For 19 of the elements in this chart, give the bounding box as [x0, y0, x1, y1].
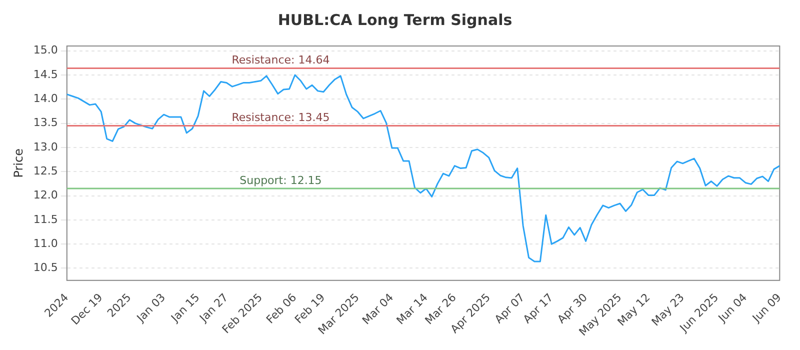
- ref-line-label: Resistance: 13.45: [232, 111, 330, 124]
- x-tick-label: Jan 03: [134, 290, 168, 326]
- y-tick-label: 12.5: [33, 164, 58, 178]
- chart-title: HUBL:CA Long Term Signals: [278, 10, 512, 29]
- ref-line-label: Resistance: 14.64: [232, 54, 330, 67]
- x-tick-label: Dec 19: [68, 290, 106, 328]
- y-axis-title: Price: [11, 148, 26, 178]
- y-tick-label: 11.0: [33, 236, 58, 250]
- y-tick-label: 13.5: [33, 116, 58, 130]
- ref-line-label: Support: 12.15: [240, 174, 322, 187]
- x-tick-label: Mar 04: [360, 290, 396, 328]
- y-tick-label: 13.0: [33, 140, 58, 154]
- y-tick-label: 14.5: [33, 68, 58, 81]
- y-tick-label: 14.0: [33, 92, 58, 106]
- y-tick-label: 11.5: [33, 212, 58, 226]
- y-tick-label: 15.0: [33, 44, 58, 57]
- y-tick-label: 10.5: [33, 261, 58, 274]
- x-tick-label: Jun 09: [749, 290, 784, 326]
- y-tick-label: 12.0: [33, 188, 58, 202]
